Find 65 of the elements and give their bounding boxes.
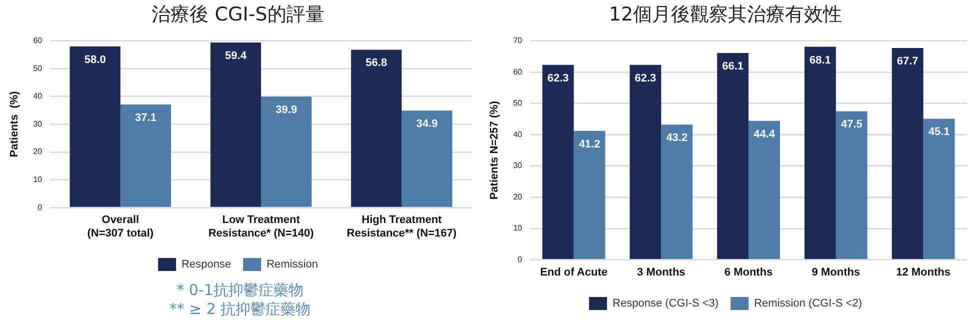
data-label: 47.5	[840, 118, 862, 131]
x-tick-label: 3 Months	[637, 266, 686, 278]
y-tick-label: 0	[38, 202, 43, 212]
x-tick-label: End of Acute	[540, 266, 608, 278]
bar	[542, 64, 574, 260]
bar	[351, 50, 402, 207]
legend-label: Response (CGI-S <3)	[612, 298, 719, 310]
y-tick-label: 10	[33, 175, 43, 184]
data-label: 66.1	[722, 60, 744, 73]
data-label: 43.2	[666, 132, 688, 144]
y-tick-label: 60	[33, 36, 43, 46]
data-label: 56.8	[366, 57, 388, 70]
bar	[210, 42, 262, 207]
y-axis-title: Patients N=257 (%)	[488, 100, 501, 200]
bar	[836, 111, 868, 260]
y-axis-title: Patients (%)	[8, 90, 21, 158]
legend-label: Remission (CGI-S <2)	[754, 298, 862, 310]
legend-label: Response	[182, 258, 232, 271]
data-label: 45.1	[928, 126, 950, 138]
bar	[892, 48, 924, 260]
bar	[804, 46, 836, 260]
y-tick-label: 30	[33, 119, 43, 128]
y-tick-label: 20	[513, 192, 523, 202]
data-label: 62.3	[547, 72, 569, 84]
text: ** ≥ 2 抗抑鬱症藥物	[169, 300, 311, 319]
x-tick-label: Overall (N=307 total)	[87, 214, 154, 240]
x-tick-label: 6 Months	[724, 266, 773, 278]
data-label: 67.7	[896, 56, 918, 68]
data-label: 59.4	[225, 50, 248, 62]
bar	[574, 130, 606, 260]
text: * 0-1抗抑鬱症藥物	[176, 281, 304, 300]
x-tick-label: High Treatment Resistance** (N=167)	[346, 214, 457, 240]
y-tick-label: 60	[513, 67, 523, 76]
chart-title: 12個月後觀察其治療有效性	[608, 3, 842, 26]
bar	[661, 124, 693, 260]
y-tick-label: 40	[33, 92, 43, 101]
bar	[748, 120, 780, 260]
bar	[402, 110, 452, 207]
data-label: 37.1	[135, 112, 156, 124]
y-tick-label: 40	[513, 130, 523, 139]
bar	[120, 104, 172, 207]
y-tick-label: 50	[513, 98, 523, 108]
data-label: 39.9	[276, 104, 298, 116]
data-label: 58.0	[84, 54, 106, 66]
x-tick-label: 12 Months	[896, 266, 951, 278]
bar	[717, 53, 749, 260]
y-tick-label: 0	[518, 255, 523, 264]
bar	[923, 118, 955, 260]
data-label: 41.2	[578, 138, 600, 150]
data-label: 44.4	[754, 128, 776, 140]
x-tick-label: 9 Months	[812, 266, 860, 278]
chart-title: 治療後 CGI-S的評量	[152, 3, 324, 26]
y-tick-label: 30	[513, 161, 523, 170]
data-label: 68.1	[809, 54, 831, 66]
bar	[70, 46, 120, 207]
x-tick-label: Low Treatment Resistance* (N=140)	[208, 214, 314, 240]
data-label: 62.3	[634, 72, 656, 84]
legend-label: Remission	[266, 258, 318, 271]
bar	[630, 64, 662, 260]
y-tick-label: 70	[513, 36, 523, 46]
y-tick-label: 20	[33, 147, 43, 156]
y-tick-label: 10	[513, 224, 523, 233]
data-label: 34.9	[416, 118, 438, 130]
bar	[261, 96, 312, 207]
y-tick-label: 50	[33, 64, 43, 73]
